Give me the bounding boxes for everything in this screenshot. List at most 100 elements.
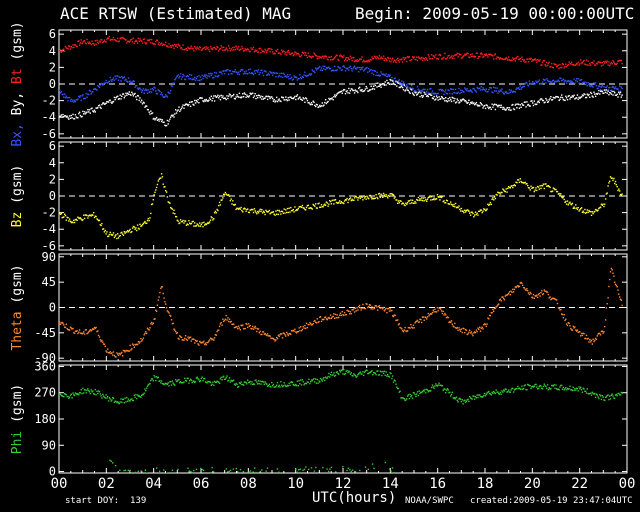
data-point — [208, 97, 211, 99]
data-point — [223, 97, 225, 100]
data-point — [444, 52, 446, 55]
data-point — [535, 295, 537, 297]
data-point — [610, 61, 613, 64]
data-point — [127, 231, 130, 233]
data-point — [396, 199, 398, 201]
data-point — [310, 57, 313, 59]
data-point — [339, 369, 341, 372]
data-point — [108, 36, 111, 38]
data-point — [220, 376, 222, 379]
data-point — [308, 468, 310, 471]
data-point — [376, 370, 378, 372]
data-point — [409, 393, 411, 396]
data-point — [422, 88, 424, 90]
data-point — [204, 48, 207, 50]
data-point — [532, 297, 534, 299]
data-point — [112, 397, 115, 399]
data-point — [438, 54, 440, 56]
data-point — [372, 87, 374, 90]
data-point — [126, 40, 129, 43]
data-point — [341, 202, 343, 204]
data-point — [302, 207, 304, 209]
data-point — [428, 56, 430, 58]
data-point — [527, 104, 529, 106]
data-point — [490, 312, 492, 314]
data-point — [565, 97, 568, 99]
data-point — [539, 295, 541, 297]
data-point — [370, 59, 372, 61]
data-point — [433, 95, 435, 98]
data-point — [485, 393, 487, 396]
data-point — [480, 396, 482, 398]
data-point — [73, 44, 76, 46]
data-point — [345, 67, 347, 70]
data-point — [154, 43, 156, 45]
data-point — [321, 206, 323, 208]
data-point — [498, 104, 501, 107]
data-point — [247, 381, 250, 384]
data-point — [255, 97, 257, 100]
data-point — [273, 72, 275, 74]
data-point — [246, 383, 248, 385]
data-point — [146, 105, 148, 107]
data-point — [162, 383, 164, 385]
data-point — [533, 190, 535, 193]
data-point — [177, 337, 179, 340]
data-point — [183, 222, 185, 224]
data-point — [394, 77, 396, 79]
data-point — [184, 220, 187, 222]
data-point — [450, 203, 453, 206]
data-point — [428, 93, 430, 96]
data-point — [228, 320, 230, 323]
data-point — [391, 193, 393, 195]
data-point — [534, 83, 536, 85]
data-point — [440, 58, 443, 60]
data-point — [290, 97, 293, 99]
data-point — [80, 39, 82, 41]
data-point — [296, 471, 298, 473]
data-point — [158, 90, 160, 92]
data-point — [440, 54, 442, 57]
data-point — [279, 100, 281, 102]
data-point — [360, 67, 362, 69]
data-point — [448, 392, 450, 394]
data-point — [333, 70, 335, 72]
data-point — [309, 322, 311, 324]
data-point — [157, 43, 159, 45]
data-point — [420, 318, 422, 321]
data-point — [258, 383, 260, 385]
data-point — [254, 210, 256, 212]
data-point — [460, 207, 463, 210]
y-tick-label: 0 — [49, 301, 56, 315]
data-point — [237, 328, 239, 330]
data-point — [488, 204, 490, 206]
data-point — [315, 103, 318, 106]
data-point — [375, 58, 377, 60]
data-point — [254, 379, 256, 382]
data-point — [233, 71, 236, 73]
data-point — [354, 374, 357, 377]
data-point — [584, 81, 586, 83]
data-point — [467, 398, 469, 400]
data-point — [498, 58, 501, 60]
data-point — [358, 87, 360, 90]
data-point — [583, 59, 585, 62]
data-point — [166, 196, 169, 198]
data-point — [136, 343, 139, 346]
data-point — [365, 60, 367, 63]
data-point — [404, 204, 406, 207]
data-point — [184, 48, 187, 50]
data-point — [350, 57, 352, 59]
data-point — [538, 79, 540, 81]
data-point — [109, 459, 111, 462]
data-point — [487, 106, 489, 108]
data-point — [503, 93, 506, 95]
data-point — [392, 315, 394, 317]
data-point — [553, 82, 555, 84]
data-point — [474, 332, 477, 334]
data-point — [298, 206, 300, 208]
data-point — [218, 74, 220, 77]
data-point — [278, 384, 280, 386]
data-point — [329, 200, 332, 203]
data-point — [505, 109, 507, 111]
